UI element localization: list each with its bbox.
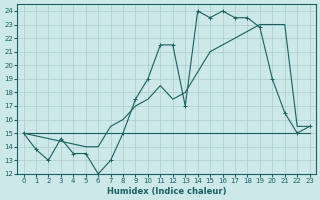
X-axis label: Humidex (Indice chaleur): Humidex (Indice chaleur) [107,187,226,196]
